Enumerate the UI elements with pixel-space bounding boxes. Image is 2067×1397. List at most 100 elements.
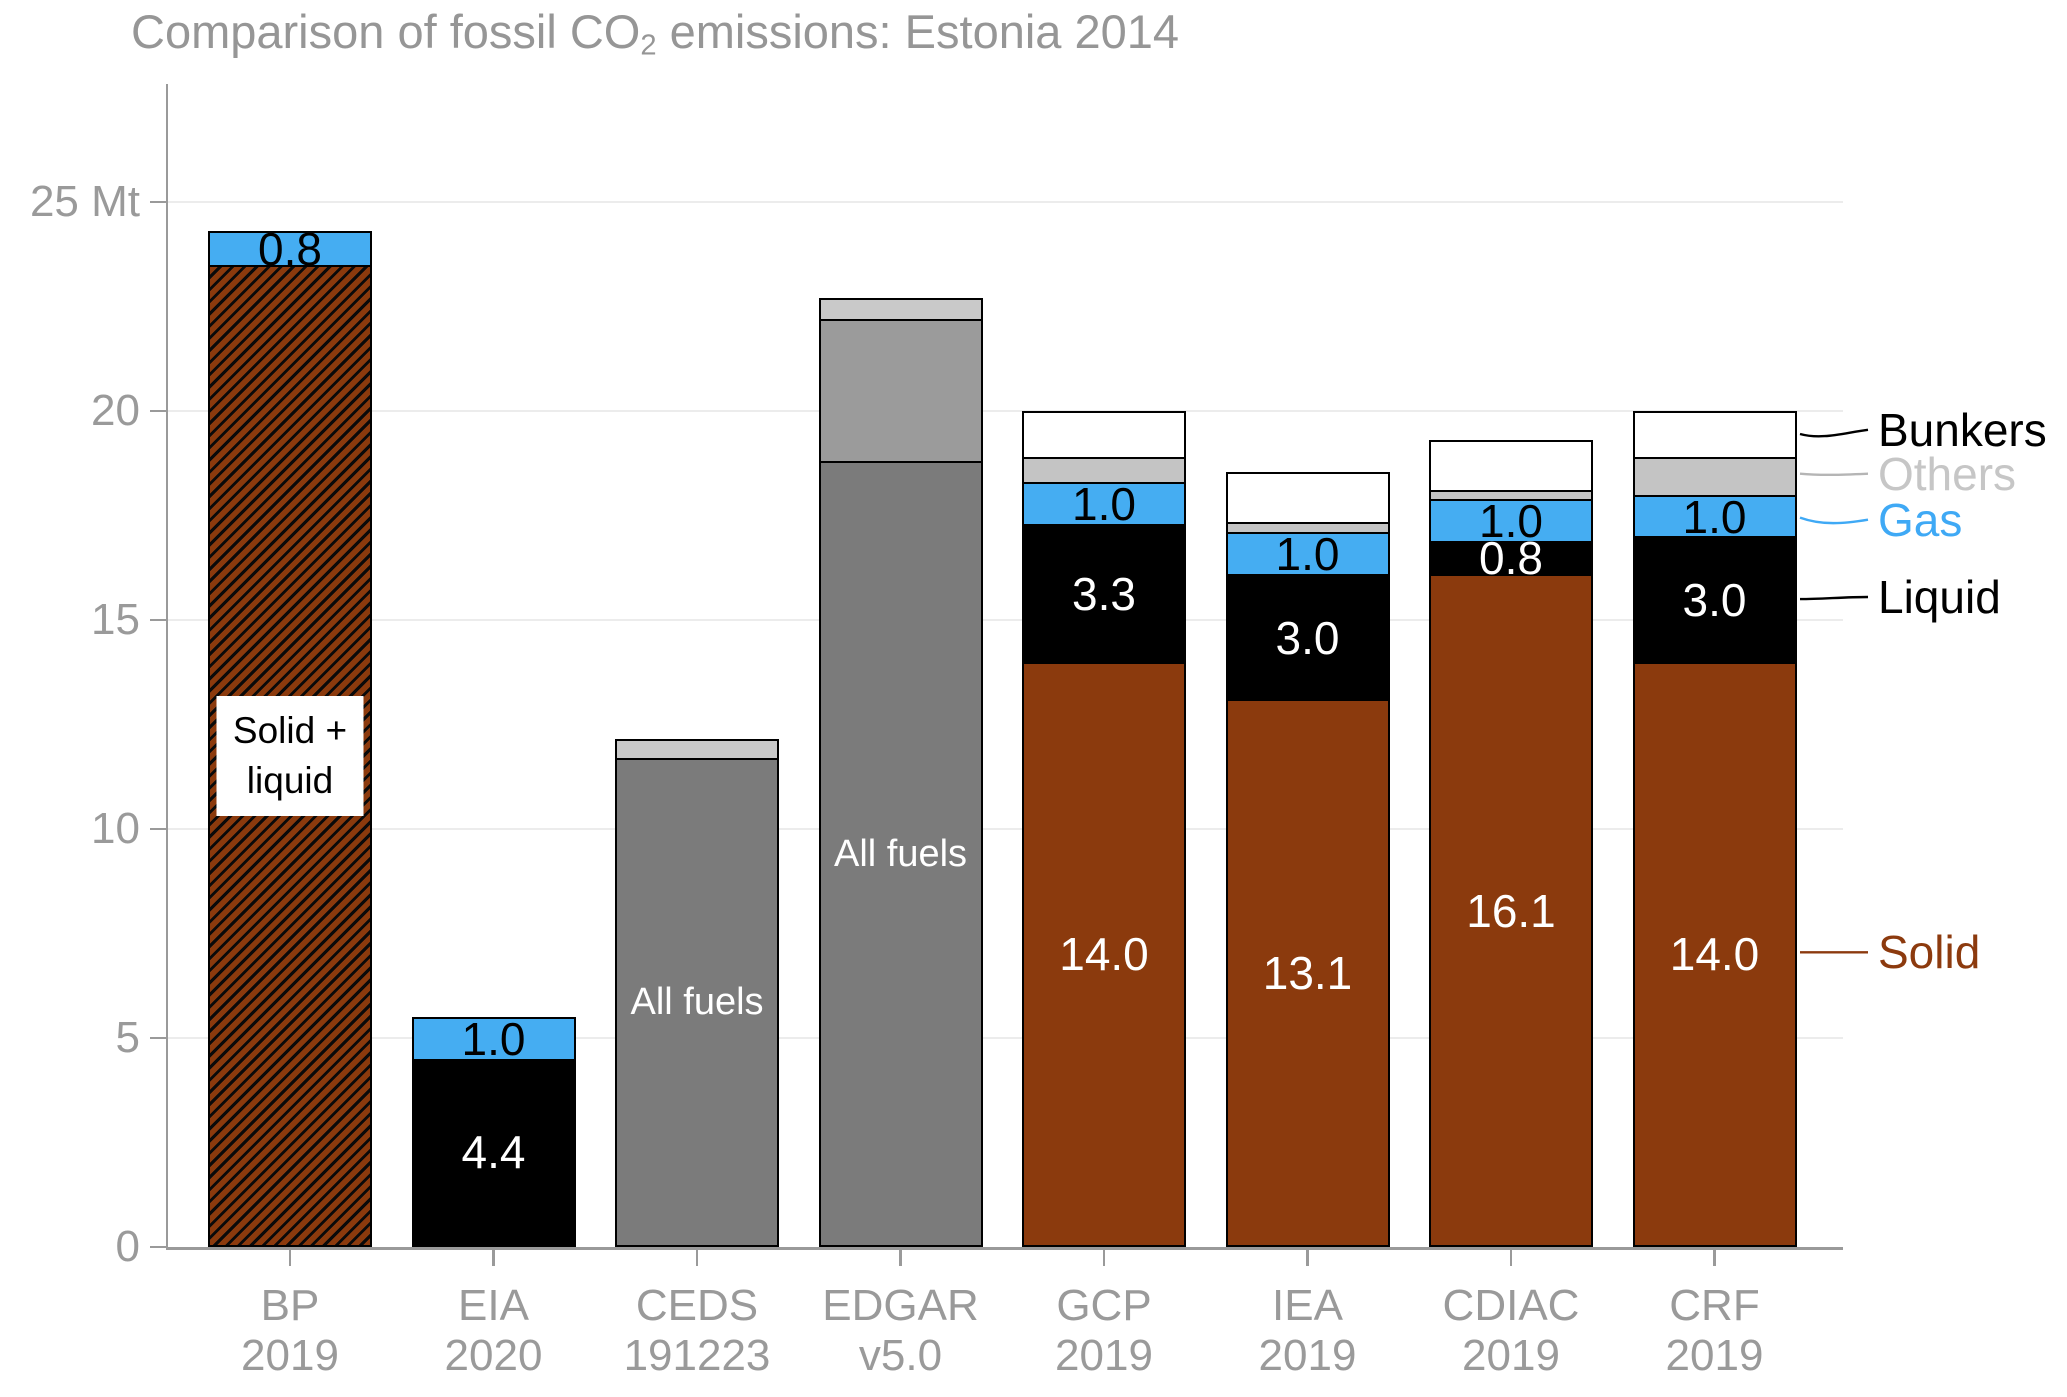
bar-segment-iea-2019-liquid: 3.0 bbox=[1225, 574, 1390, 700]
x-label-line: EIA bbox=[458, 1281, 529, 1330]
y-axis-line bbox=[165, 84, 168, 1250]
x-label-line: 2019 bbox=[1665, 1331, 1764, 1380]
bar-segment-crf-2019-liquid: 3.0 bbox=[1632, 536, 1797, 662]
x-label-iea-2019: IEA 2019 bbox=[1188, 1281, 1428, 1381]
bar-segment-gcp-2019-liquid: 3.3 bbox=[1022, 523, 1186, 662]
legend-label-liquid: Liquid bbox=[1878, 571, 2001, 623]
bar-segment-cdiac-2019-gas: 1.0 bbox=[1429, 494, 1593, 547]
x-tick-bp-2019 bbox=[288, 1249, 292, 1266]
gridline-20 bbox=[168, 410, 1843, 412]
bar-segment-edgar-v5-0-others-cap bbox=[818, 298, 983, 320]
segment-value-label: 0.8 bbox=[258, 222, 322, 275]
bar-segment-edgar-v5-0-upper bbox=[818, 319, 983, 462]
x-label-eia-2020: EIA 2020 bbox=[374, 1281, 614, 1381]
bar-segment-crf-2019-bunkers bbox=[1632, 411, 1797, 457]
x-label-line: v5.0 bbox=[858, 1331, 943, 1380]
bar-segment-cdiac-2019-others bbox=[1429, 490, 1593, 499]
x-label-line: CRF bbox=[1669, 1281, 1760, 1330]
segment-value-label: 1.0 bbox=[1275, 528, 1340, 581]
bar-segment-crf-2019-gas: 1.0 bbox=[1632, 491, 1797, 543]
solid-plus-liquid-label-line: Solid + bbox=[232, 709, 348, 751]
segment-value-label: All fuels bbox=[833, 832, 968, 875]
segment-value-label: 1.0 bbox=[1479, 494, 1543, 547]
x-tick-iea-2019 bbox=[1306, 1249, 1309, 1266]
y-tick-5 bbox=[149, 1036, 166, 1040]
y-tick-label-15: 15 bbox=[91, 595, 140, 644]
bar-segment-crf-2019-solid: 14.0 bbox=[1632, 661, 1797, 1247]
y-tick-label-25: 25 Mt bbox=[29, 177, 140, 226]
chart-title: Comparison of fossil CO2 emissions: Esto… bbox=[131, 4, 1179, 62]
segment-value-label: 3.0 bbox=[1275, 611, 1340, 664]
bar-segment-gcp-2019-bunkers bbox=[1022, 411, 1186, 457]
solid-plus-liquid-label-line: liquid bbox=[246, 759, 334, 801]
segment-value-label: 1.0 bbox=[1072, 477, 1136, 530]
x-axis-line bbox=[165, 1247, 1843, 1250]
bar-segment-gcp-2019-solid: 14.0 bbox=[1022, 661, 1186, 1247]
legend-label-gas: Gas bbox=[1878, 493, 1963, 546]
segment-value-label: 3.3 bbox=[1072, 567, 1136, 620]
x-label-line: EDGAR bbox=[822, 1281, 979, 1330]
bar-segment-eia-2020-liquid: 4.4 bbox=[411, 1058, 576, 1243]
x-label-line: GCP bbox=[1056, 1281, 1152, 1330]
x-label-line: 191223 bbox=[623, 1331, 771, 1380]
y-tick-0 bbox=[149, 1245, 166, 1249]
x-label-line: BP bbox=[260, 1281, 320, 1330]
x-tick-cdiac-2019 bbox=[1509, 1249, 1513, 1266]
bar-segment-iea-2019-gas: 1.0 bbox=[1225, 528, 1390, 581]
x-label-edgar-v5-0: EDGAR v5.0 bbox=[781, 1281, 1021, 1381]
bar-segment-gcp-2019-others bbox=[1022, 456, 1186, 483]
solid-plus-liquid-label: Solid + liquid bbox=[216, 695, 364, 816]
bar-segment-ceds-191223-all-fuels: All fuels bbox=[615, 757, 779, 1247]
bar-segment-edgar-v5-0-all-fuels: All fuels bbox=[818, 461, 983, 1247]
y-tick-label-10: 10 bbox=[91, 804, 140, 853]
y-tick-label-0: 0 bbox=[115, 1222, 140, 1271]
x-tick-gcp-2019 bbox=[1102, 1249, 1106, 1266]
x-label-line: 2019 bbox=[1462, 1331, 1560, 1380]
x-tick-edgar-v5-0 bbox=[899, 1249, 902, 1266]
bar-segment-bp-2019-solid-liquid: Solid + liquid bbox=[208, 264, 372, 1247]
bar-segment-iea-2019-solid: 13.1 bbox=[1225, 699, 1390, 1247]
x-label-ceds-191223: CEDS 191223 bbox=[577, 1281, 817, 1381]
legend-label-bunkers: Bunkers bbox=[1878, 403, 2047, 456]
bar-segment-ceds-191223-others-cap bbox=[615, 739, 779, 758]
x-tick-ceds-191223 bbox=[695, 1249, 699, 1266]
y-tick-15 bbox=[149, 618, 166, 622]
bar-segment-cdiac-2019-bunkers bbox=[1429, 440, 1593, 491]
x-label-bp-2019: BP 2019 bbox=[170, 1281, 410, 1381]
segment-value-label: 14.0 bbox=[1669, 928, 1760, 981]
gridline-15 bbox=[168, 619, 1843, 621]
bar-segment-bp-2019-gas: 0.8 bbox=[208, 222, 372, 275]
x-label-line: 2019 bbox=[241, 1331, 339, 1380]
bar-segment-eia-2020-gas: 1.0 bbox=[411, 1013, 576, 1065]
x-label-line: IEA bbox=[1272, 1281, 1343, 1330]
bar-segment-iea-2019-others bbox=[1225, 521, 1390, 533]
x-label-line: 2019 bbox=[1258, 1331, 1357, 1380]
bar-segment-gcp-2019-gas: 1.0 bbox=[1022, 477, 1186, 530]
x-label-gcp-2019: GCP 2019 bbox=[984, 1281, 1224, 1381]
x-label-cdiac-2019: CDIAC 2019 bbox=[1391, 1281, 1631, 1381]
x-label-crf-2019: CRF 2019 bbox=[1595, 1281, 1835, 1381]
y-tick-10 bbox=[149, 827, 166, 831]
x-label-line: CDIAC bbox=[1442, 1281, 1580, 1330]
bar-segment-crf-2019-others bbox=[1632, 456, 1797, 495]
y-tick-label-5: 5 bbox=[115, 1013, 140, 1062]
segment-value-label: 14.0 bbox=[1059, 928, 1149, 981]
x-label-line: CEDS bbox=[635, 1281, 759, 1330]
legend-label-solid: Solid bbox=[1878, 926, 1981, 979]
y-tick-20 bbox=[149, 409, 166, 413]
bar-segment-cdiac-2019-liquid: 0.8 bbox=[1429, 532, 1593, 584]
gridline-25 bbox=[168, 201, 1843, 203]
y-tick-label-20: 20 bbox=[91, 386, 140, 435]
segment-value-label: 1.0 bbox=[461, 1013, 526, 1065]
x-label-line: 2019 bbox=[1055, 1331, 1153, 1380]
gridline-5 bbox=[168, 1037, 1843, 1039]
legend-label-others: Others bbox=[1878, 447, 2017, 500]
y-tick-25 bbox=[149, 200, 166, 204]
title-text-before: Comparison of fossil CO bbox=[131, 5, 641, 58]
segment-value-label: 4.4 bbox=[461, 1125, 526, 1178]
title-text-after: emissions: Estonia 2014 bbox=[656, 5, 1180, 58]
gridline-10 bbox=[168, 828, 1843, 830]
segment-value-label: 3.0 bbox=[1682, 574, 1747, 627]
